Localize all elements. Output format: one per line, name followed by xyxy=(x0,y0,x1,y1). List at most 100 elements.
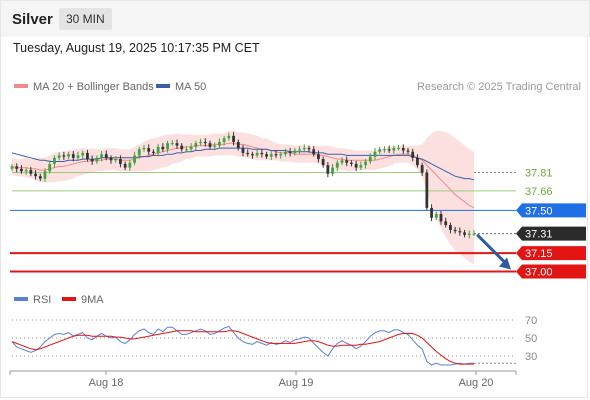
candlestick xyxy=(62,151,66,161)
candle-body xyxy=(368,156,372,162)
candlestick xyxy=(345,156,349,167)
candle-body xyxy=(152,151,155,153)
bollinger-legend-swatch xyxy=(14,84,28,88)
candle-body xyxy=(114,159,118,161)
candlestick xyxy=(302,144,306,152)
candlestick xyxy=(350,160,353,167)
candlestick xyxy=(354,160,358,172)
ma20-line xyxy=(11,142,475,209)
candlestick xyxy=(67,151,70,160)
candle-body xyxy=(345,160,349,163)
candle-body xyxy=(29,170,33,174)
candlestick xyxy=(227,132,231,141)
candlestick xyxy=(232,132,235,146)
candle-body xyxy=(425,172,429,208)
candlestick xyxy=(156,143,160,157)
candlestick xyxy=(326,162,330,178)
candlestick xyxy=(213,142,217,151)
candle-body xyxy=(100,154,103,158)
candle-body xyxy=(449,225,452,230)
candle-body xyxy=(53,157,56,164)
candlestick xyxy=(288,148,292,157)
candlesticks xyxy=(10,132,476,239)
rsi-lines xyxy=(11,325,516,366)
candle-body xyxy=(430,207,433,218)
candle-body xyxy=(255,152,259,156)
candle-body xyxy=(57,155,61,158)
candle-body xyxy=(307,148,311,150)
candle-body xyxy=(109,157,113,161)
candle-body xyxy=(463,232,466,235)
candle-body xyxy=(383,149,386,151)
level-tag-37.50 xyxy=(516,203,586,218)
candle-body xyxy=(123,163,127,168)
candle-body xyxy=(142,148,146,150)
candle-body xyxy=(260,152,264,155)
candle-body xyxy=(279,154,283,156)
candlestick xyxy=(133,151,136,166)
candlestick xyxy=(24,167,28,175)
candle-body xyxy=(335,162,339,168)
time-tick-label: Aug 20 xyxy=(459,377,494,389)
candle-body xyxy=(95,157,99,162)
candle-body xyxy=(458,231,462,233)
bollinger-bands xyxy=(12,130,474,265)
timeframe-selector[interactable]: 30 MIN xyxy=(59,8,112,30)
time-tick-label: Aug 18 xyxy=(89,377,124,389)
candle-body xyxy=(133,155,136,163)
time-axis: Aug 18 Aug 19 Aug 20 xyxy=(9,370,517,389)
candlestick xyxy=(194,140,198,151)
candlestick xyxy=(241,145,245,157)
candlestick xyxy=(444,217,448,228)
candle-body xyxy=(406,150,410,152)
forecast-arrow-shaft xyxy=(476,234,509,266)
candle-body xyxy=(10,166,14,169)
candlestick xyxy=(397,145,400,151)
level-tag-label: 37.15 xyxy=(525,248,553,260)
candle-body xyxy=(128,162,132,168)
candlestick xyxy=(109,155,113,164)
candlestick xyxy=(298,146,301,154)
candle-body xyxy=(48,163,52,172)
rsi-tick-label: 30 xyxy=(525,351,537,363)
candlestick xyxy=(246,149,250,157)
candle-body xyxy=(269,154,273,157)
candle-body xyxy=(67,154,70,157)
chart-header: Silver 30 MIN xyxy=(0,0,590,37)
candle-body xyxy=(199,141,202,144)
rsi-legend-swatch xyxy=(14,297,28,301)
candle-body xyxy=(76,155,80,158)
candle-body xyxy=(241,148,245,153)
candle-body xyxy=(104,154,108,158)
candle-body xyxy=(317,154,320,160)
candle-body xyxy=(444,221,448,226)
candle-body xyxy=(411,151,415,158)
forecast-arrow-icon xyxy=(476,234,511,270)
candle-body xyxy=(439,214,443,222)
candlestick xyxy=(10,163,14,172)
rsi-ma-line xyxy=(11,330,474,365)
candle-body xyxy=(472,233,476,235)
candlestick xyxy=(185,146,188,153)
candle-body xyxy=(236,141,240,149)
candle-body xyxy=(232,135,235,142)
candle-body xyxy=(81,152,85,156)
rsi-tick-label: 70 xyxy=(525,315,537,327)
candle-body xyxy=(420,165,424,173)
candlestick xyxy=(411,148,415,162)
candle-body xyxy=(251,154,254,156)
candle-body xyxy=(453,229,457,232)
candlestick xyxy=(128,159,132,172)
candlestick xyxy=(199,138,202,146)
candlestick xyxy=(218,138,221,149)
candle-body xyxy=(302,148,306,150)
candlestick xyxy=(312,146,316,157)
candle-body xyxy=(222,138,226,142)
candle-body xyxy=(274,154,278,156)
candlestick xyxy=(260,149,264,158)
candle-body xyxy=(373,151,377,157)
candle-body xyxy=(293,150,297,153)
candle-body xyxy=(288,151,292,153)
rsi-tick-label: 50 xyxy=(525,333,537,345)
